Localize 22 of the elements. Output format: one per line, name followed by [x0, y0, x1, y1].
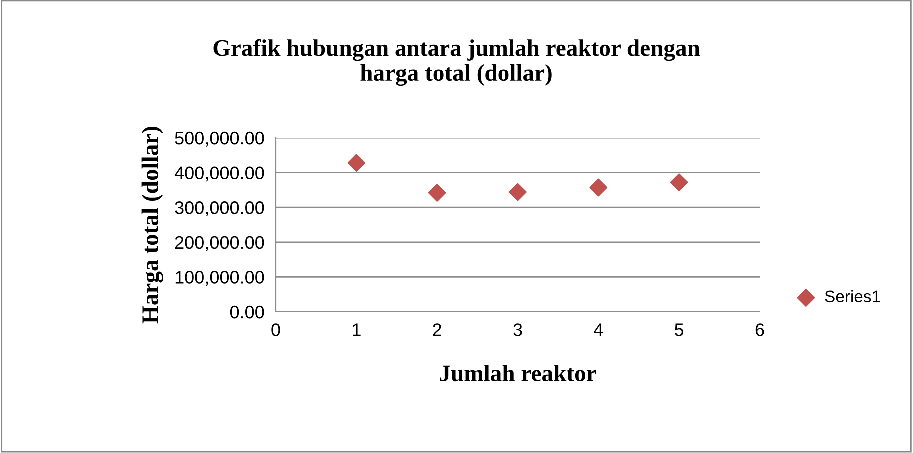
y-tick-label: 400,000.00 — [174, 166, 264, 182]
legend-label: Series1 — [825, 290, 880, 303]
point — [590, 178, 608, 197]
y-tick-label: 300,000.00 — [175, 202, 264, 216]
point — [509, 183, 527, 202]
point — [348, 154, 366, 172]
y-tick-label: 100,000.00 — [176, 271, 264, 286]
y-tick-label: 0.00 — [230, 306, 264, 319]
x-tick-label: 0 — [272, 324, 280, 336]
chart-title: Grafik hubungan antara jumlah reaktor dengan harga total (dollar) — [214, 39, 700, 86]
x-tick-label: 3 — [514, 324, 522, 336]
y-axis-title: Harga total (dollar) — [142, 127, 164, 324]
x-tick-label: 5 — [675, 324, 684, 336]
x-tick-label: 6 — [756, 324, 764, 336]
x-axis-title: Jumlah reaktor — [440, 364, 596, 382]
point — [670, 174, 688, 192]
y-tick-label: 200,000.00 — [175, 236, 264, 252]
x-tick-label: 1 — [353, 324, 361, 336]
x-tick-label: 2 — [433, 324, 442, 336]
x-tick-label: 4 — [594, 324, 604, 336]
point — [428, 184, 446, 202]
y-tick-label: 500,000.00 — [175, 132, 264, 147]
